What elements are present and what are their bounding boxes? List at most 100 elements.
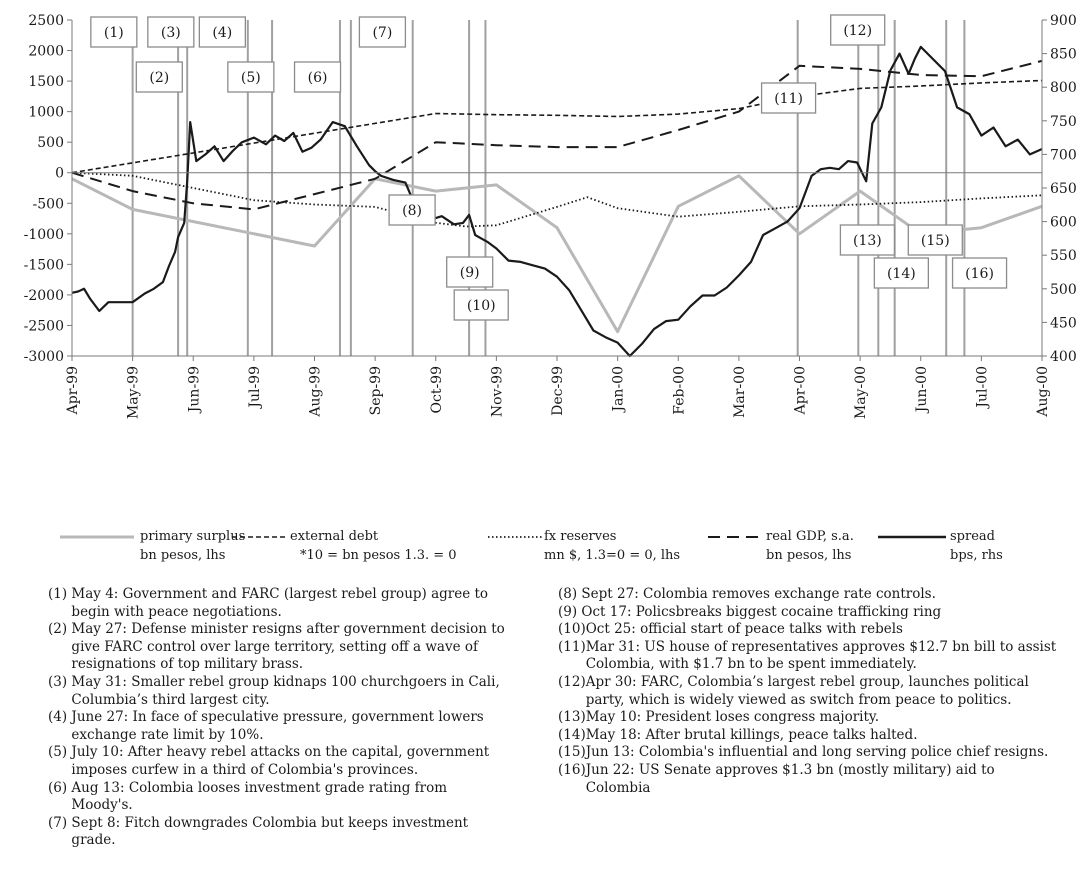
event-label: (8): [402, 203, 422, 219]
event-notes-right: (8) Sept 27: Colombia removes exchange r…: [558, 586, 1058, 797]
axes: 2500 2000 1500 1000 500 0 -500 -1000 -1500 -2000 -…: [24, 13, 1077, 419]
left-tick-label: 0: [55, 166, 64, 182]
event-label: (10): [467, 298, 496, 314]
legend-sublabel: bn pesos, lhs: [766, 548, 852, 563]
x-tick-label: Jan-00: [611, 366, 627, 414]
event-label-box: [760, 82, 817, 114]
legend-swatch-real-gdp: [708, 536, 764, 538]
legend-label: spread: [950, 529, 995, 544]
legend-label: real GDP, s.a.: [766, 529, 854, 544]
left-tick-label: 2000: [28, 44, 64, 60]
event-note: (11) Mar 31: US house of representatives …: [558, 638, 1057, 673]
x-tick-label: Aug-99: [308, 366, 324, 418]
event-label: (11): [774, 91, 803, 107]
x-tick-label: Jul-00: [974, 366, 990, 410]
event-label: (16): [965, 266, 994, 282]
event-label-box: [839, 224, 896, 256]
x-tick-label: Jun-00: [914, 366, 930, 414]
event-note: (9) Oct 17: Policsbreaks biggest cocaine…: [558, 603, 942, 620]
x-tick-label: Nov-99: [489, 366, 505, 417]
legend-label: fx reserves: [544, 529, 617, 544]
event-note: (15) Jun 13: Colombia's influential and l…: [558, 744, 1049, 761]
left-tick-label: -2000: [24, 288, 64, 304]
right-tick-label: 450: [1050, 315, 1077, 331]
legend-swatch-spread: [878, 535, 946, 539]
legend-sublabel: bn pesos, lhs: [140, 548, 226, 563]
event-note: (10) Oct 25: official start of peace talk…: [558, 621, 903, 638]
x-tick-label: Mar-00: [732, 366, 748, 418]
left-tick-label: 500: [37, 135, 64, 151]
right-tick-label: 500: [1050, 282, 1077, 298]
event-note: (5) July 10: After heavy rebel attacks o…: [48, 744, 490, 778]
event-label: (6): [308, 70, 328, 86]
event-label: (14): [887, 266, 916, 282]
legend-label: primary surplus: [140, 529, 246, 544]
event-label-box: [227, 61, 275, 93]
series-line-fx-reserves: [71, 171, 1043, 228]
event-note: (7) Sept 8: Fitch downgrades Colombia bu…: [48, 814, 469, 849]
series-line-external-debt: [71, 79, 1043, 174]
event-note: (2) May 27: Defense minister resigns aft…: [48, 621, 505, 673]
event-label-box: [293, 61, 342, 93]
legend-sublabel: mn $, 1.3=0 = 0, lhs: [544, 548, 681, 563]
right-tick-label: 550: [1050, 248, 1077, 264]
event-label-box: [147, 16, 195, 48]
x-tick-label: May-99: [126, 366, 142, 419]
left-tick-label: -2500: [24, 318, 64, 334]
event-label-box: [446, 256, 494, 288]
event-notes-left: (1) May 4: Government and FARC (largest …: [48, 586, 508, 850]
event-label-box: [830, 14, 886, 46]
event-label: (9): [460, 265, 480, 281]
series-line-primary-surplus: [71, 174, 1043, 334]
chart: 2500 2000 1500 1000 500 0 -500 -1000 -1500 -2000 -…: [24, 13, 1077, 419]
event-label-box: [135, 61, 183, 93]
right-tick-label: 600: [1050, 215, 1077, 231]
left-tick-label: 1500: [28, 74, 64, 90]
left-tick-label: -3000: [24, 349, 64, 365]
legend-swatch-external-debt: [232, 536, 288, 538]
event-label: (15): [921, 233, 950, 249]
left-tick-label: 1000: [28, 105, 64, 121]
event-note: (1) May 4: Government and FARC (largest …: [48, 586, 489, 620]
event-note: (6) Aug 13: Colombia looses investment g…: [48, 779, 448, 814]
x-tick-label: Dec-99: [550, 366, 566, 416]
event-boxes: (1) (2) (3) (4) (5) (6) (7) (8) (9) (10) (11) (12) (…: [90, 14, 1008, 321]
event-note: (14) May 18: After brutal killings, peace…: [558, 726, 918, 743]
x-tick-label: May-00: [853, 366, 869, 419]
event-label-box: [907, 224, 963, 256]
event-label: (7): [372, 25, 392, 41]
x-tick-label: Feb-00: [671, 366, 687, 415]
left-tick-label: -1500: [24, 257, 64, 273]
event-label-box: [951, 257, 1008, 289]
legend-swatch-fx-reserves: [488, 536, 542, 538]
event-note: (12) Apr 30: FARC, Colombia’s largest reb…: [558, 673, 1029, 708]
event-label: (2): [149, 70, 169, 86]
event-label-box: [198, 16, 247, 48]
event-label-box: [388, 194, 436, 226]
series-layer: [71, 45, 1043, 358]
legend: primary surplus bn pesos, lhs external d…: [58, 528, 1058, 572]
right-tick-label: 400: [1050, 349, 1077, 365]
left-tick-label: -500: [33, 196, 64, 212]
x-tick-label: Apr-99: [65, 366, 81, 415]
event-label-box: [873, 257, 929, 289]
event-label: (1): [104, 25, 124, 41]
event-label-box: [358, 16, 407, 48]
right-tick-label: 700: [1050, 147, 1077, 163]
x-tick-label: Sep-99: [368, 366, 384, 415]
event-note: (16) Jun 22: US Senate approves $1.3 bn (…: [558, 761, 995, 796]
x-tick-label: Aug-00: [1035, 366, 1051, 418]
legend-sublabel: bps, rhs: [950, 548, 1003, 563]
event-note: (8) Sept 27: Colombia removes exchange r…: [558, 586, 936, 602]
x-tick-label: Apr-00: [793, 366, 809, 415]
event-label-box: [90, 16, 138, 48]
event-note: (3) May 31: Smaller rebel group kidnaps …: [48, 673, 500, 708]
x-tick-label: Jun-99: [186, 366, 202, 414]
event-label: (5): [241, 70, 261, 86]
event-label: (3): [161, 25, 181, 41]
legend-swatch-primary-surplus: [60, 535, 134, 539]
right-tick-label: 650: [1050, 181, 1077, 197]
series-line-real-gdp-s-a: [71, 59, 1043, 211]
x-tick-label: Jul-99: [247, 366, 263, 410]
event-note: (13) May 10: President loses congress maj…: [558, 709, 880, 726]
